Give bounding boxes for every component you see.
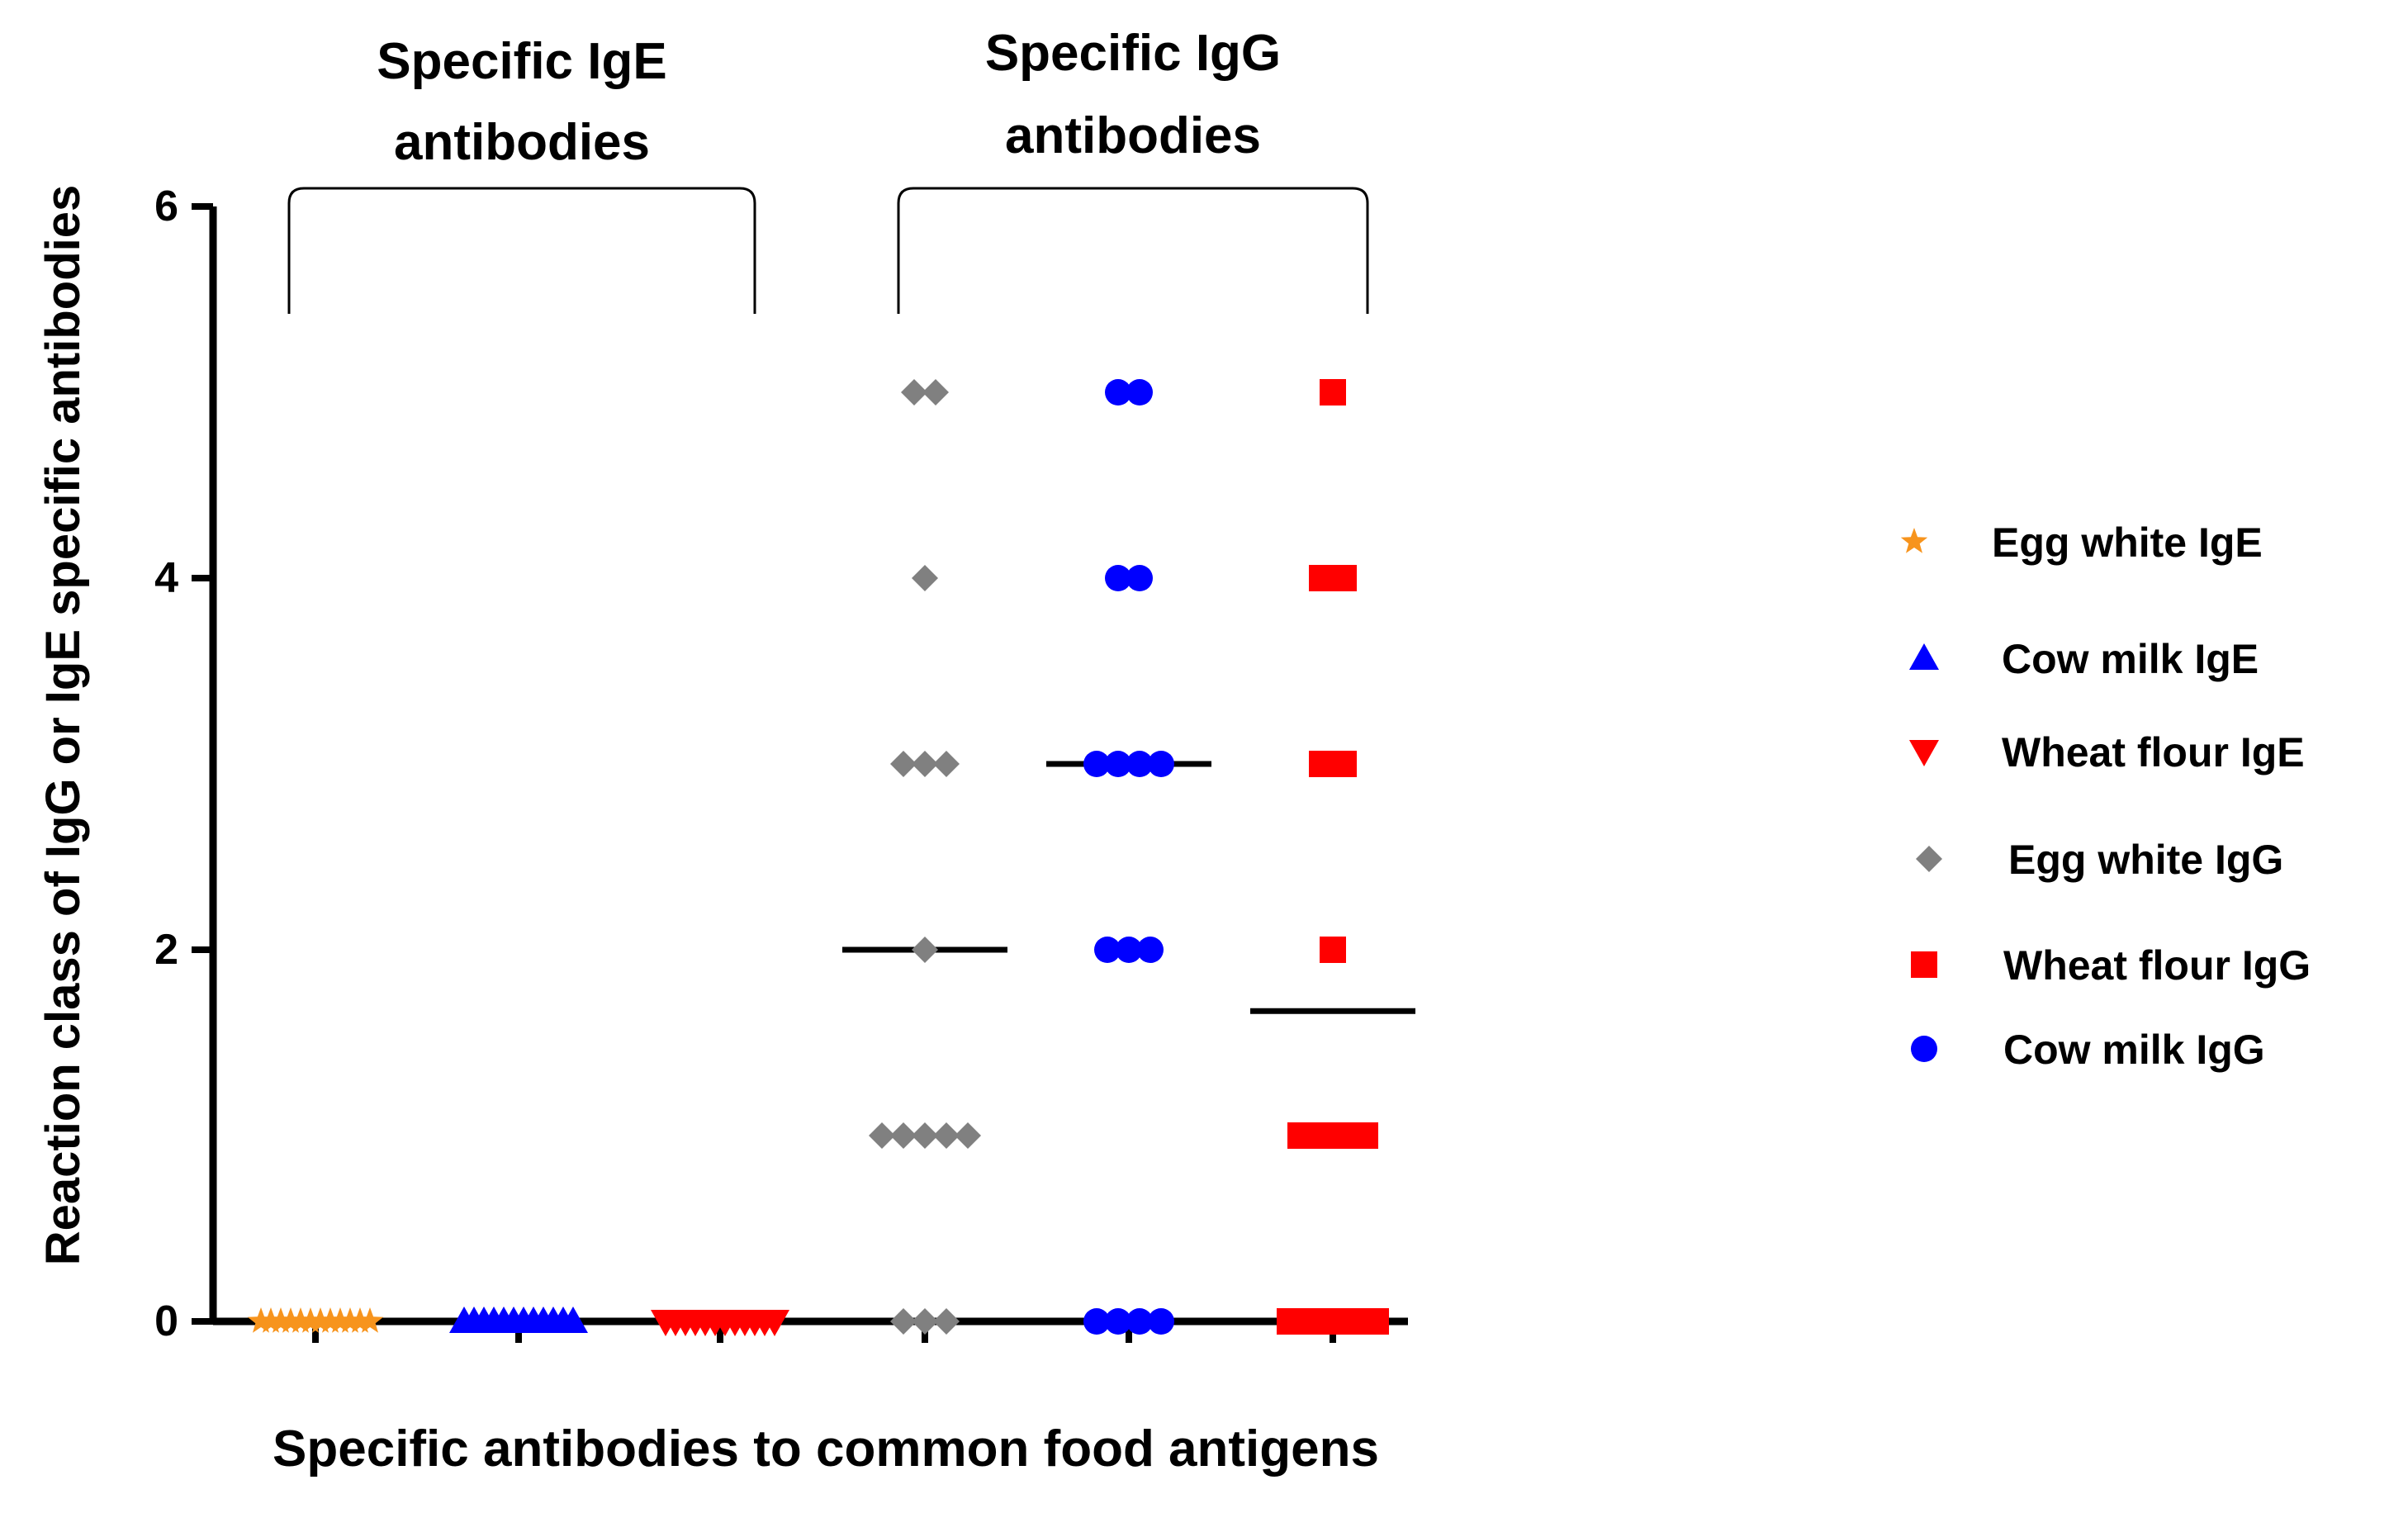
point-egg-white-igg	[933, 1122, 960, 1149]
legend-marker-wheat-flour-ige	[1909, 740, 1939, 766]
point-cow-milk-ige	[558, 1307, 588, 1333]
point-cow-milk-igg	[1105, 379, 1131, 406]
point-egg-white-ige	[287, 1307, 315, 1333]
point-cow-milk-igg	[1094, 937, 1121, 963]
point-cow-milk-igg	[1148, 1308, 1174, 1335]
point-egg-white-ige	[336, 1307, 364, 1333]
legend-label-wheat-flour-ige: Wheat flour IgE	[2002, 729, 2305, 775]
median-lines	[233, 761, 1415, 1325]
point-wheat-flour-igg	[1363, 1308, 1389, 1335]
point-cow-milk-igg	[1105, 751, 1131, 777]
point-cow-milk-igg	[1126, 1308, 1153, 1335]
y-tick-label: 4	[154, 554, 178, 602]
point-cow-milk-igg	[1083, 751, 1110, 777]
point-egg-white-ige	[247, 1307, 275, 1333]
point-egg-white-ige	[356, 1307, 384, 1333]
point-egg-white-ige	[326, 1307, 354, 1333]
legend-marker-cow-milk-igg	[1911, 1036, 1937, 1062]
y-tick-label: 6	[154, 183, 178, 230]
legend-label-cow-milk-igg: Cow milk IgG	[2003, 1027, 2265, 1073]
point-egg-white-igg	[912, 937, 938, 963]
point-cow-milk-igg	[1126, 379, 1153, 406]
data-points	[247, 379, 1389, 1336]
point-egg-white-igg	[901, 379, 927, 406]
point-egg-white-igg	[890, 751, 917, 777]
point-cow-milk-igg	[1105, 1308, 1131, 1335]
point-wheat-flour-igg	[1320, 937, 1346, 963]
point-wheat-flour-igg	[1352, 1122, 1378, 1149]
point-cow-milk-igg	[1137, 937, 1164, 963]
legend-label-egg-white-igg: Egg white IgG	[2008, 837, 2283, 883]
group-label-line2: antibodies	[394, 114, 650, 171]
point-wheat-flour-igg	[1330, 565, 1357, 591]
group-label-line2: antibodies	[1005, 107, 1261, 164]
legend-label-cow-milk-ige: Cow milk IgE	[2002, 636, 2259, 682]
point-egg-white-ige	[296, 1307, 325, 1333]
point-egg-white-ige	[267, 1307, 295, 1333]
y-tick-label: 0	[154, 1297, 178, 1345]
legend-label-egg-white-ige: Egg white IgE	[1992, 519, 2263, 566]
point-egg-white-igg	[912, 565, 938, 591]
point-cow-milk-igg	[1116, 937, 1142, 963]
group-bracket	[287, 187, 756, 314]
point-egg-white-igg	[912, 1308, 938, 1335]
y-tick-label: 2	[154, 926, 178, 974]
legend-marker-wheat-flour-igg	[1911, 951, 1937, 978]
point-cow-milk-igg	[1105, 565, 1131, 591]
point-wheat-flour-igg	[1320, 379, 1346, 406]
point-egg-white-ige	[257, 1307, 285, 1333]
point-cow-milk-igg	[1148, 751, 1174, 777]
point-egg-white-ige	[346, 1307, 374, 1333]
point-egg-white-igg	[955, 1122, 981, 1149]
point-egg-white-ige	[306, 1307, 334, 1333]
group-label-line1: Specific IgG	[985, 25, 1281, 82]
axes: 0 2 4 6	[154, 183, 1408, 1345]
point-wheat-flour-igg	[1330, 751, 1357, 777]
group-brackets	[287, 187, 1369, 314]
point-cow-milk-igg	[1126, 565, 1153, 591]
point-cow-milk-igg	[1083, 1308, 1110, 1335]
point-egg-white-igg	[922, 379, 949, 406]
legend-label-wheat-flour-igg: Wheat flour IgG	[2003, 942, 2311, 989]
point-egg-white-ige	[316, 1307, 344, 1333]
group-label-line1: Specific IgE	[377, 33, 666, 90]
point-egg-white-igg	[890, 1122, 917, 1149]
point-egg-white-igg	[869, 1122, 895, 1149]
x-axis-label: Specific antibodies to common food antig…	[273, 1421, 1379, 1477]
point-egg-white-igg	[912, 751, 938, 777]
point-egg-white-igg	[933, 751, 960, 777]
point-egg-white-ige	[277, 1307, 305, 1333]
point-cow-milk-igg	[1126, 751, 1153, 777]
group-bracket	[897, 187, 1369, 314]
group-labels: Specific IgE antibodies Specific IgG antibo…	[377, 25, 1281, 171]
legend-marker-cow-milk-ige	[1909, 643, 1939, 670]
point-egg-white-igg	[890, 1308, 917, 1335]
legend-marker-egg-white-ige	[1900, 528, 1928, 553]
point-wheat-flour-ige	[760, 1310, 789, 1336]
legend-marker-egg-white-igg	[1916, 846, 1942, 872]
point-egg-white-igg	[933, 1308, 960, 1335]
y-axis-label: Reaction class of IgG or IgE specific an…	[36, 185, 90, 1266]
point-egg-white-igg	[912, 1122, 938, 1149]
legend: Egg white IgE Cow milk IgE Wheat flour IgE…	[1900, 519, 2311, 1073]
